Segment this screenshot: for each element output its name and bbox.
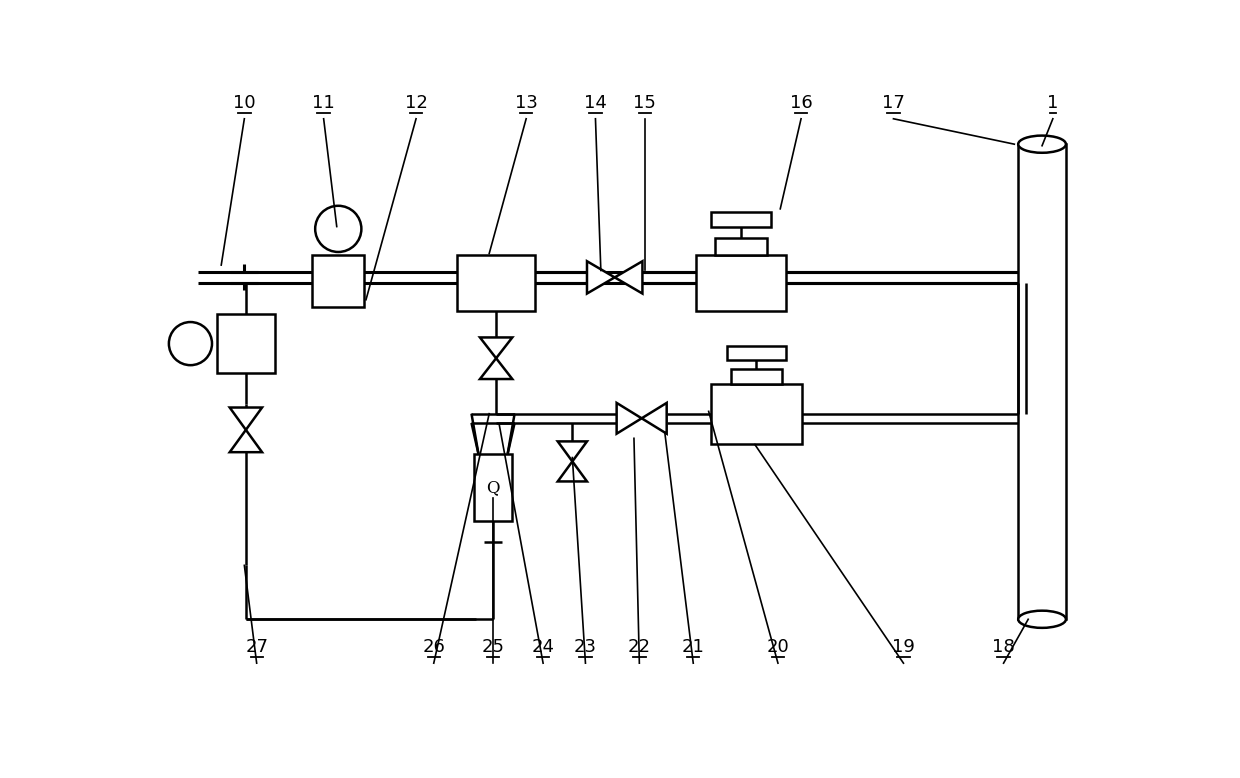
Polygon shape (229, 430, 262, 452)
Text: 26: 26 (423, 638, 445, 656)
Text: 16: 16 (790, 94, 812, 112)
Text: 11: 11 (312, 94, 335, 112)
Text: 19: 19 (892, 638, 915, 656)
Text: 25: 25 (481, 638, 505, 656)
Text: 1: 1 (1047, 94, 1059, 112)
Circle shape (169, 322, 212, 365)
Polygon shape (616, 403, 641, 433)
Text: 12: 12 (404, 94, 428, 112)
Bar (711, 212, 771, 227)
Text: 27: 27 (246, 638, 268, 656)
Bar (711, 384, 802, 444)
Bar (727, 346, 786, 359)
Text: 13: 13 (515, 94, 538, 112)
Polygon shape (480, 358, 512, 379)
Polygon shape (229, 408, 262, 430)
Bar (474, 454, 512, 521)
Polygon shape (558, 441, 587, 461)
Text: 23: 23 (574, 638, 596, 656)
Bar (456, 255, 536, 310)
Polygon shape (615, 261, 642, 293)
Text: 20: 20 (766, 638, 790, 656)
Polygon shape (641, 403, 667, 433)
Bar (217, 314, 275, 373)
Bar (1018, 144, 1066, 619)
Circle shape (315, 205, 361, 252)
Text: 14: 14 (584, 94, 606, 112)
Bar (312, 255, 365, 307)
Bar (730, 369, 781, 384)
Bar (696, 255, 786, 310)
Text: 24: 24 (532, 638, 554, 656)
Ellipse shape (1018, 611, 1066, 628)
Bar (714, 238, 768, 255)
Ellipse shape (1018, 135, 1066, 152)
Text: 22: 22 (627, 638, 651, 656)
Text: 17: 17 (882, 94, 905, 112)
Text: 15: 15 (634, 94, 656, 112)
Text: 10: 10 (233, 94, 255, 112)
Text: Q: Q (486, 479, 500, 496)
Text: 21: 21 (682, 638, 704, 656)
Polygon shape (480, 338, 512, 358)
Text: 18: 18 (992, 638, 1014, 656)
Polygon shape (587, 261, 615, 293)
Polygon shape (558, 461, 587, 482)
